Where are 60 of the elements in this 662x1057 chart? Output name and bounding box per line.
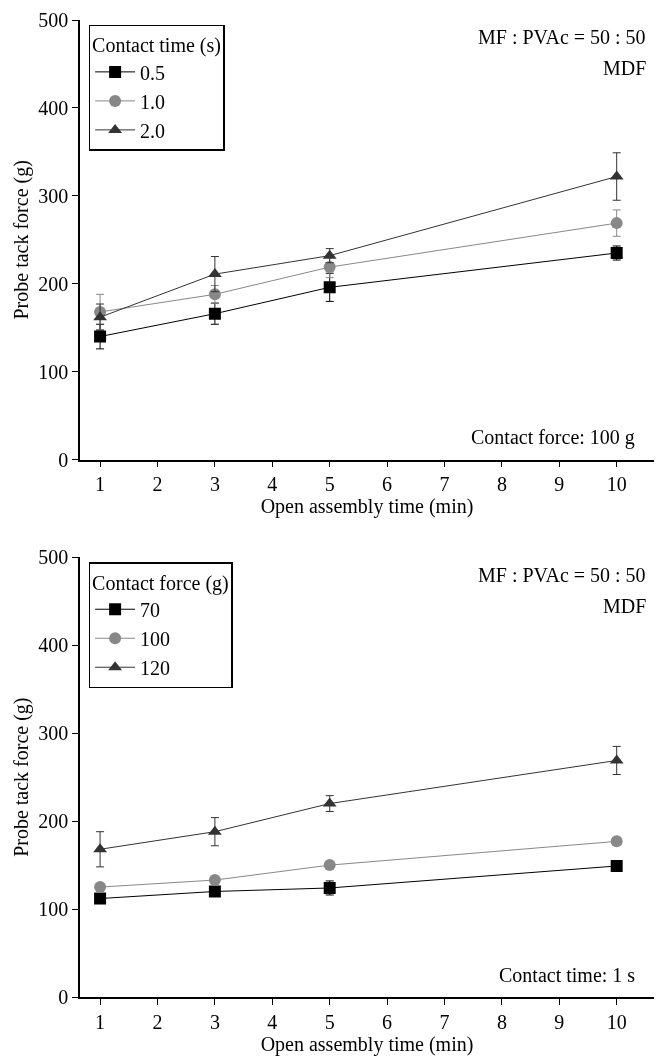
x-tick-label: 4 <box>267 473 278 496</box>
point <box>610 217 623 230</box>
x-tick-label: 3 <box>209 473 220 496</box>
x-tick-label: 10 <box>606 1010 627 1033</box>
annotation: MF : PVAc = 50 : 50 <box>478 564 646 586</box>
x-axis-title: Open assembly time (min) <box>260 1032 474 1056</box>
x-tick-label: 9 <box>554 1010 565 1033</box>
y-axis-title: Probe tack force (g) <box>10 697 34 857</box>
legend-label: 2.0 <box>140 119 166 142</box>
legend-title: Contact force (g) <box>92 571 229 595</box>
x-tick-label: 6 <box>382 1010 393 1033</box>
y-tick-label: 100 <box>38 360 69 383</box>
x-tick-label: 8 <box>496 473 507 496</box>
y-tick-label: 400 <box>38 96 69 119</box>
y-tick-label: 0 <box>58 986 69 1008</box>
x-tick-label: 3 <box>209 1010 220 1033</box>
annotation: MDF <box>603 595 647 617</box>
y-tick-label: 500 <box>38 9 69 31</box>
legend-label: 1.0 <box>140 90 166 113</box>
y-axis-title: Probe tack force (g) <box>10 160 34 320</box>
legend-label: 0.5 <box>140 61 166 84</box>
y-tick-label: 200 <box>38 272 69 295</box>
annotation: Contact force: 100 g <box>471 426 635 449</box>
legend-title: Contact time (s) <box>92 34 221 58</box>
annotation: MF : PVAc = 50 : 50 <box>478 26 646 48</box>
x-tick-label: 2 <box>152 473 163 496</box>
y-tick-label: 0 <box>58 448 69 471</box>
legend-label: 70 <box>140 599 161 622</box>
x-tick-label: 7 <box>439 1010 450 1033</box>
annotation: MDF <box>603 57 647 79</box>
x-tick-label: 5 <box>324 1010 335 1033</box>
x-tick-label: 7 <box>439 473 450 496</box>
point <box>323 859 336 872</box>
y-tick-label: 300 <box>38 722 69 745</box>
point <box>208 874 221 887</box>
y-tick-label: 400 <box>38 634 69 657</box>
y-tick-label: 200 <box>38 810 69 833</box>
x-axis-title: Open assembly time (min) <box>260 495 474 519</box>
x-tick-label: 6 <box>382 473 393 496</box>
y-tick-label: 300 <box>38 184 69 207</box>
legend-label: 120 <box>140 657 171 680</box>
point <box>323 261 336 274</box>
x-tick-label: 2 <box>152 1010 163 1033</box>
x-tick-label: 9 <box>554 473 565 496</box>
point <box>610 859 623 872</box>
legend-label: 100 <box>140 628 171 651</box>
x-tick-label: 4 <box>267 1010 278 1033</box>
y-tick-label: 100 <box>38 898 69 921</box>
x-tick-label: 8 <box>496 1010 507 1033</box>
x-tick-label: 1 <box>95 473 106 496</box>
point <box>94 330 107 343</box>
point <box>208 885 221 898</box>
point <box>208 307 221 320</box>
point <box>323 281 336 294</box>
x-tick-label: 5 <box>324 473 335 496</box>
x-tick-label: 1 <box>95 1010 106 1033</box>
y-tick-label: 500 <box>38 546 69 569</box>
annotation: Contact time: 1 s <box>499 964 636 986</box>
point <box>94 892 107 905</box>
x-tick-label: 10 <box>606 473 627 496</box>
